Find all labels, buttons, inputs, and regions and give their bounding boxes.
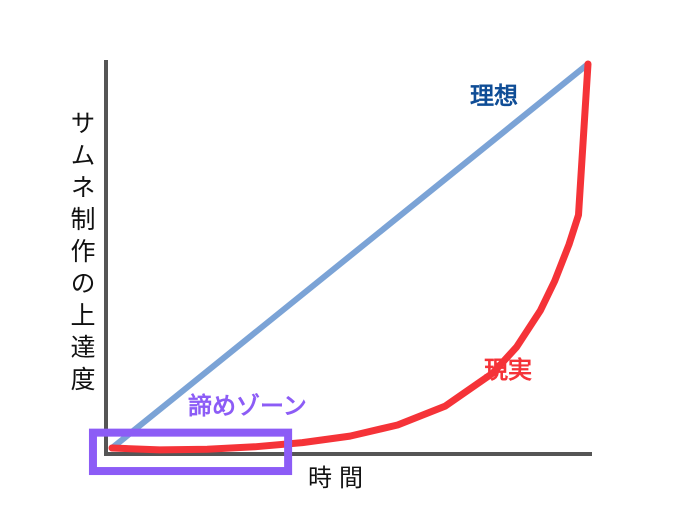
x-axis-label: 時間 xyxy=(308,464,370,492)
ideal-line xyxy=(109,61,591,451)
series-layer xyxy=(108,60,592,454)
reality-curve xyxy=(108,60,592,454)
series-label-ideal: 理想 xyxy=(470,82,518,110)
series-label-reality: 現実 xyxy=(484,356,532,384)
y-axis-label: サムネ制作の上達度 xyxy=(67,110,96,398)
resignation-zone-label: 諦めゾーン xyxy=(188,392,307,420)
resignation-zone-box xyxy=(88,428,293,476)
